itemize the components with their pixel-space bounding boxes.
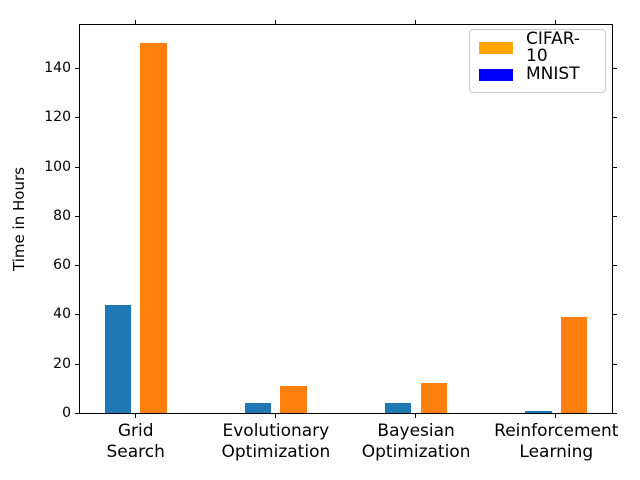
y-tick-mark (613, 215, 617, 217)
x-tick-mark (274, 414, 276, 418)
bar-cifar-10-evolutionary-optimization (280, 385, 307, 413)
y-tick-mark (613, 166, 617, 168)
bar-cifar-10-bayesian-optimization (420, 383, 448, 413)
legend-entry-cifar10: CIFAR-10 (479, 30, 596, 64)
x-tick-label-grid-search: Grid Search (106, 421, 165, 462)
bar-cifar-10-reinforcement-learning (560, 316, 588, 413)
y-tick-mark (613, 413, 617, 414)
legend-swatch-cifar10 (479, 41, 513, 54)
y-tick-mark (613, 68, 617, 70)
y-axis-label: Time in Hours (10, 167, 28, 271)
x-tick-mark (555, 414, 557, 418)
y-tick-label: 20 (53, 355, 71, 372)
x-tick-mark (134, 414, 136, 418)
x-tick-label-bayesian-optimization: Bayesian Optimization (361, 421, 471, 462)
bar-mnist-evolutionary-optimization (244, 403, 272, 413)
y-tick-label: 140 (44, 60, 71, 77)
x-tick-mark (134, 20, 136, 24)
y-tick-mark (75, 265, 79, 267)
y-tick-mark (75, 117, 79, 119)
legend-label-mnist: MNIST (526, 64, 580, 84)
legend: CIFAR-10 MNIST (469, 29, 606, 93)
y-tick-mark (75, 314, 79, 316)
x-tick-mark (555, 20, 557, 24)
y-tick-mark (75, 68, 79, 70)
x-tick-mark (415, 414, 417, 418)
y-tick-mark (613, 117, 617, 119)
legend-label-cifar10: CIFAR-10 (526, 28, 580, 66)
x-tick-mark (415, 20, 417, 24)
y-tick-label: 0 (62, 405, 71, 421)
bar-mnist-grid-search (104, 304, 132, 413)
y-tick-label: 120 (44, 109, 71, 126)
y-tick-mark (613, 314, 617, 316)
y-tick-label: 80 (53, 207, 71, 224)
y-tick-label: 40 (53, 306, 71, 323)
y-tick-mark (613, 363, 617, 365)
y-tick-mark (75, 166, 79, 168)
x-tick-mark (274, 20, 276, 24)
legend-swatch-mnist (479, 68, 513, 81)
y-tick-mark (75, 413, 79, 414)
bar-mnist-reinforcement-learning (525, 410, 552, 413)
bar-cifar-10-grid-search (140, 43, 167, 413)
y-tick-label: 100 (44, 158, 71, 175)
y-tick-label: 60 (53, 257, 71, 274)
y-tick-mark (75, 363, 79, 365)
bar-mnist-bayesian-optimization (384, 403, 412, 413)
x-tick-label-evolutionary-optimization: Evolutionary Optimization (221, 421, 331, 462)
legend-entry-mnist: MNIST (479, 63, 596, 86)
x-tick-label-reinforcement-learning: Reinforcement Learning (494, 421, 619, 462)
y-tick-mark (75, 215, 79, 217)
y-tick-mark (613, 265, 617, 267)
